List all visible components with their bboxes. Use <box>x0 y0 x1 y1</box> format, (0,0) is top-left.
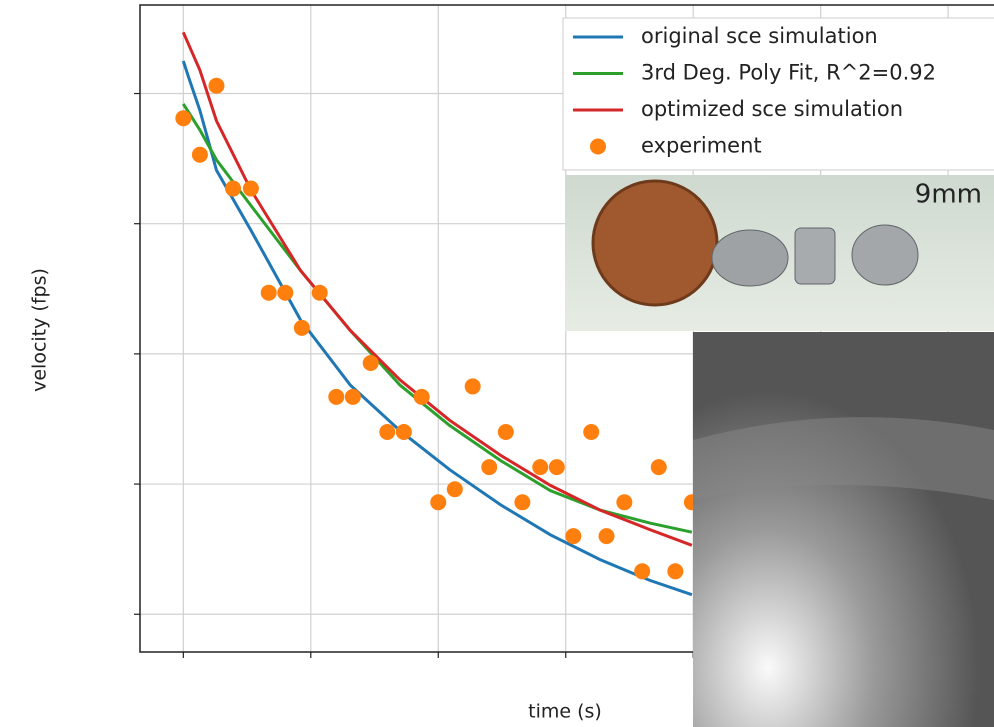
data-point <box>667 563 683 579</box>
legend-label: 3rd Deg. Poly Fit, R^2=0.92 <box>641 61 936 85</box>
annotation: 9mm <box>915 180 982 210</box>
legend: original sce simulation 3rd Deg. Poly Fit… <box>563 18 994 170</box>
legend-label: original sce simulation <box>641 24 878 48</box>
data-point <box>363 355 379 371</box>
chart: velocity (fps) time (s) original sce sim… <box>0 0 994 727</box>
data-point <box>514 494 530 510</box>
data-point <box>379 424 395 440</box>
legend-label: experiment <box>641 134 762 158</box>
photo-impact <box>693 332 994 727</box>
bullet <box>712 230 788 286</box>
data-point <box>261 285 277 301</box>
data-point <box>414 389 430 405</box>
data-point <box>634 563 650 579</box>
data-point <box>208 78 224 94</box>
data-point <box>583 424 599 440</box>
data-point <box>599 528 615 544</box>
legend-marker <box>590 139 606 155</box>
data-point <box>465 378 481 394</box>
data-point <box>277 285 293 301</box>
x-axis-label: time (s) <box>528 701 602 723</box>
data-point <box>345 389 361 405</box>
legend-label: optimized sce simulation <box>641 97 903 121</box>
data-point <box>175 110 191 126</box>
photo-bullets: 9mm <box>565 175 994 331</box>
data-point <box>565 528 581 544</box>
bullet <box>852 225 918 285</box>
photo-background <box>693 332 994 727</box>
data-point <box>294 320 310 336</box>
data-point <box>498 424 514 440</box>
y-axis-label: velocity (fps) <box>29 268 51 392</box>
data-point <box>481 459 497 475</box>
data-point <box>616 494 632 510</box>
data-point <box>430 494 446 510</box>
data-point <box>328 389 344 405</box>
data-point <box>243 181 259 197</box>
bullet <box>795 228 835 284</box>
data-point <box>396 424 412 440</box>
data-point <box>225 181 241 197</box>
data-point <box>192 147 208 163</box>
data-point <box>532 459 548 475</box>
page: {"chart_data": {"type": "line", "x_label… <box>0 0 994 727</box>
data-point <box>651 459 667 475</box>
coin <box>593 181 717 305</box>
data-point <box>447 481 463 497</box>
data-point <box>549 459 565 475</box>
data-point <box>312 285 328 301</box>
